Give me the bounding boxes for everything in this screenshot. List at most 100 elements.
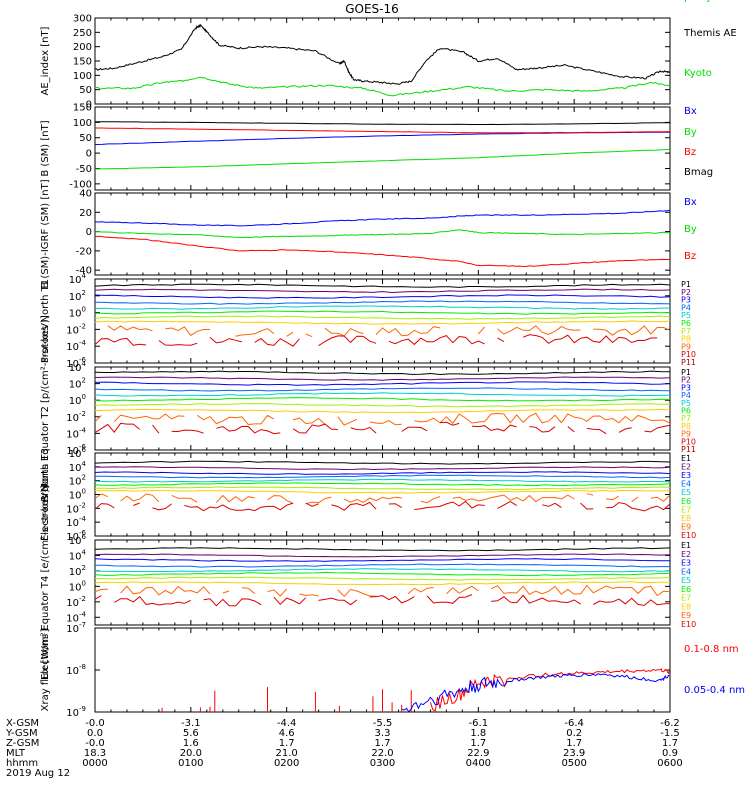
y-tick-label: 0 — [86, 149, 92, 160]
orbit-row-label: Y-GSM — [5, 728, 38, 739]
orbit-value: -3.1 — [181, 718, 201, 729]
channel-label: P5 — [681, 311, 691, 320]
orbit-value: 22.0 — [371, 748, 393, 759]
orbit-value: -4.4 — [277, 718, 297, 729]
y-tick-label: 10-4 — [66, 610, 86, 624]
channel-line — [369, 595, 415, 604]
channel-line — [120, 585, 211, 596]
series-line-bmag — [94, 121, 670, 126]
channel-label: E7 — [681, 594, 691, 603]
channel-label: P1 — [681, 280, 691, 289]
orbit-value: 5.6 — [183, 728, 199, 739]
legend-label: 0.1-0.8 nm — [684, 644, 739, 655]
channel-line — [94, 414, 102, 423]
channel-label: P4 — [681, 303, 691, 312]
channel-label: P11 — [681, 358, 696, 367]
y-tick-label: 0 — [86, 100, 92, 111]
channel-label: E3 — [681, 559, 691, 568]
panel-7: Electrons Equator T4 [e/(cm²-s-sr-keV)] 1… — [40, 485, 696, 680]
channel-line — [152, 424, 160, 434]
channel-line — [94, 397, 671, 402]
channel-label: P4 — [681, 391, 691, 400]
channel-line — [94, 392, 671, 397]
channel-label: E1 — [681, 454, 691, 463]
channel-label: P1 — [681, 368, 691, 377]
orbit-value: 0300 — [370, 758, 395, 769]
channel-line — [165, 326, 211, 337]
orbit-row-label: hhmm — [6, 758, 38, 769]
channel-label: E2 — [681, 463, 691, 472]
y-axis-label: Xray flux [W/m²] — [40, 629, 51, 712]
channel-label: E3 — [681, 471, 691, 480]
y-tick-label: 200 — [73, 42, 92, 53]
channel-line — [318, 597, 358, 606]
orbit-value: 1.8 — [470, 728, 486, 739]
channel-label: P8 — [681, 335, 691, 344]
channel-line — [586, 427, 607, 435]
channel-label: P7 — [681, 414, 691, 423]
orbit-value: -5.5 — [373, 718, 393, 729]
panel-5: Protons Equator T2 [p/(cm²-s-sr-keV)] 10-… — [40, 315, 696, 502]
channel-line — [529, 426, 556, 433]
series-line-bx — [94, 209, 671, 227]
channel-label: E5 — [681, 488, 691, 497]
orbit-value: 0.9 — [662, 748, 678, 759]
channel-label: P3 — [681, 383, 691, 392]
channel-line — [152, 503, 172, 511]
channel-label: P2 — [681, 288, 691, 297]
y-axis-label: Electrons Equator T4 [e/(cm²-s-sr-keV)] — [40, 485, 51, 680]
legend-label: By — [684, 224, 697, 235]
orbit-value: 0600 — [657, 758, 682, 769]
channel-line — [94, 571, 671, 577]
orbit-table: X-GSM -0.0 -3.1 -4.4 -5.5 -6.1 -6.4 -6.2 Y-GSM 0.… — [5, 718, 683, 779]
channel-line — [113, 413, 185, 423]
channel-line — [94, 478, 671, 483]
channel-line — [94, 460, 671, 465]
orbit-value: -6.2 — [660, 718, 680, 729]
channel-line — [401, 426, 428, 432]
panel-1: AE_index [nT] 0 50 100 150 200 250 300 Themis AE… — [40, 0, 737, 111]
y-tick-label: 10-9 — [66, 705, 86, 719]
channel-line — [171, 429, 204, 434]
channel-line — [497, 337, 505, 343]
y-tick-label: 104 — [69, 548, 87, 562]
orbit-value: 0.0 — [87, 728, 103, 739]
panel-6: Electrons North T3 10-610-410-21001021041… — [40, 446, 696, 543]
y-tick-label: 50 — [79, 85, 92, 96]
channel-line — [644, 424, 671, 433]
channel-line — [439, 421, 460, 426]
channel-label: E7 — [681, 505, 691, 514]
panel-4: Protons North T110-610-410-2100102104P1P… — [40, 272, 696, 370]
channel-label: E9 — [681, 611, 691, 620]
series-line-kyoto-proxy-ae — [94, 76, 671, 97]
channel-line — [94, 376, 671, 381]
y-tick-label: 10-7 — [66, 621, 86, 635]
channel-line — [606, 502, 671, 512]
channel-line — [95, 576, 671, 581]
channel-line — [350, 426, 377, 434]
channel-line — [388, 503, 402, 509]
y-axis-label: Protons Equator T2 [p/(cm²-s-sr-keV)] — [40, 315, 51, 502]
orbit-value: 1.7 — [375, 738, 391, 749]
channel-line — [94, 403, 671, 408]
y-tick-label: 10-2 — [66, 501, 86, 515]
channel-line — [94, 482, 671, 487]
orbit-value: 23.9 — [563, 748, 585, 759]
channel-line — [133, 502, 140, 506]
channel-line — [95, 486, 671, 491]
channel-line — [618, 427, 632, 433]
y-tick-label: 104 — [69, 272, 87, 286]
channel-line — [331, 501, 377, 511]
channel-line — [586, 493, 594, 496]
channel-line — [94, 381, 671, 386]
channel-label: E10 — [681, 531, 696, 540]
channel-line — [107, 325, 153, 332]
channel-line — [94, 581, 670, 586]
y-tick-label: -40 — [76, 266, 92, 277]
legend-label: Bx — [684, 197, 697, 208]
orbit-value: 1.7 — [470, 738, 486, 749]
channel-line — [273, 596, 307, 606]
legend-label: Bz — [684, 147, 696, 158]
channel-line — [305, 333, 313, 338]
